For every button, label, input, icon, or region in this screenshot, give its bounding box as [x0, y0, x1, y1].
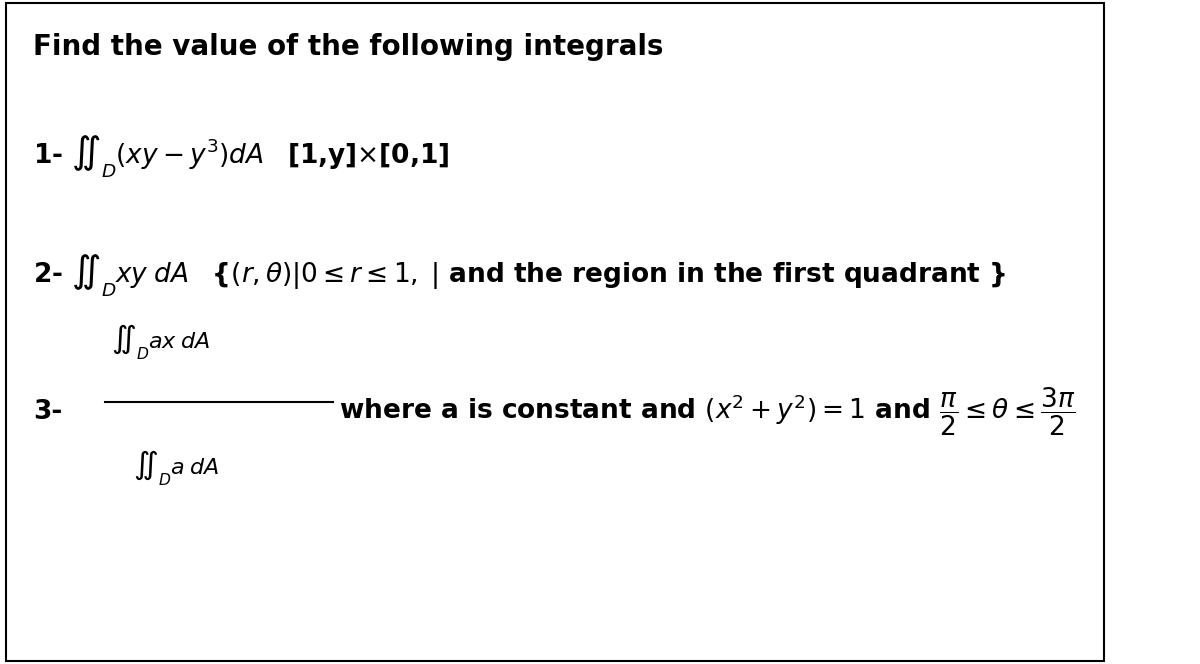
Text: 1- $\iint_D (xy - y^3)dA\;\;$ [1,y]$\times$[0,1]: 1- $\iint_D (xy - y^3)dA\;\;$ [1,y]$\tim…	[34, 133, 450, 179]
Text: $\iint_D ax\;dA$: $\iint_D ax\;dA$	[110, 322, 211, 362]
Text: $\iint_D a\;dA$: $\iint_D a\;dA$	[133, 448, 220, 488]
Text: 2- $\iint_D xy\;dA\;\;$ {$(r, \theta)|0 \leq r \leq 1,\;|$ and the region in the: 2- $\iint_D xy\;dA\;\;$ {$(r, \theta)|0 …	[34, 252, 1007, 298]
Text: Find the value of the following integrals: Find the value of the following integral…	[34, 33, 664, 61]
Text: 3-: 3-	[34, 398, 62, 425]
Text: where a is constant and $(x^2 + y^2) = 1$ and $\dfrac{\pi}{2} \leq \theta \leq \: where a is constant and $(x^2 + y^2) = 1…	[338, 386, 1075, 438]
